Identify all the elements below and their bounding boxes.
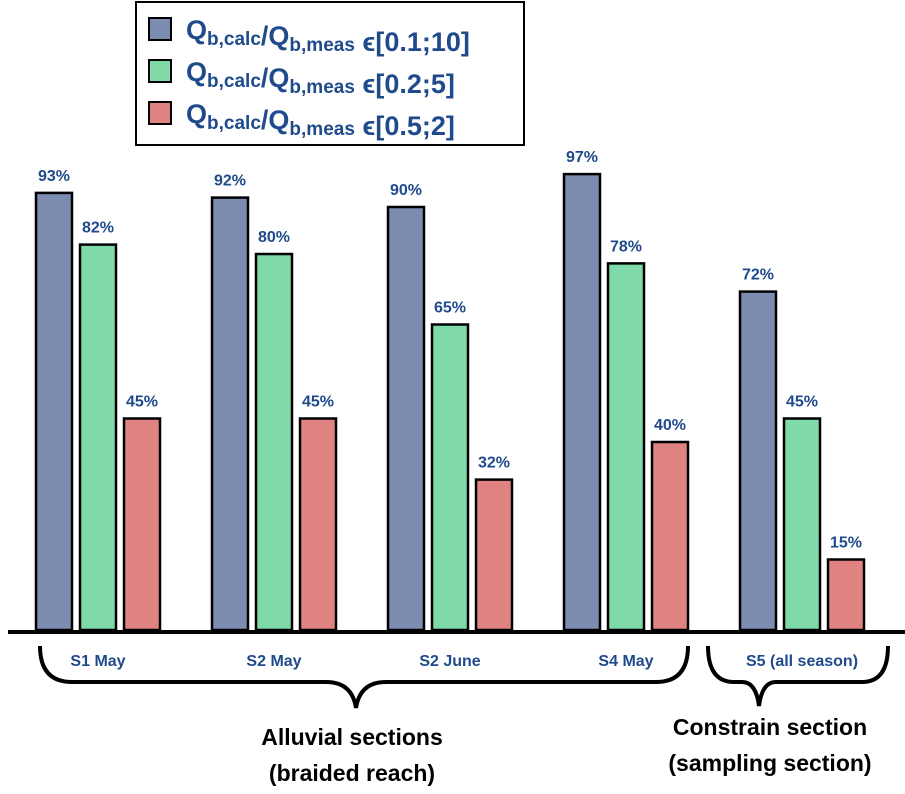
legend-label: Qb,calc/Qb,meas ϵ[0.2;5] — [186, 57, 455, 99]
value-label: 45% — [126, 394, 158, 411]
group-label: (braided reach) — [269, 760, 435, 786]
value-label: 45% — [302, 394, 334, 411]
x-tick-label: S1 May — [70, 653, 125, 670]
value-label: 72% — [742, 267, 774, 284]
group-label: Alluvial sections — [261, 724, 443, 750]
x-tick-label: S2 June — [419, 653, 480, 670]
legend-label: Qb,calc/Qb,meas ϵ[0.5;2] — [186, 99, 455, 141]
group-label: (sampling section) — [668, 750, 871, 776]
bar — [826, 558, 866, 632]
value-label: 65% — [434, 300, 466, 317]
value-label: 80% — [258, 229, 290, 246]
value-label: 32% — [478, 455, 510, 472]
x-tick-label: S4 May — [598, 653, 653, 670]
bar — [430, 323, 470, 632]
legend-label: Qb,calc/Qb,meas ϵ[0.1;10] — [186, 15, 470, 57]
bar — [782, 417, 822, 632]
bar — [78, 243, 118, 632]
legend-swatch — [148, 59, 172, 83]
bar — [122, 417, 162, 632]
legend-swatch — [148, 17, 172, 41]
value-label: 45% — [786, 394, 818, 411]
bar — [606, 262, 646, 632]
value-label: 90% — [390, 182, 422, 199]
bar — [474, 478, 514, 632]
value-label: 92% — [214, 173, 246, 190]
bar — [298, 417, 338, 632]
value-label: 40% — [654, 417, 686, 434]
brace — [38, 645, 690, 709]
bar — [34, 191, 74, 632]
x-tick-label: S2 May — [246, 653, 301, 670]
bar — [650, 440, 690, 632]
bar — [210, 196, 250, 632]
bar — [738, 290, 778, 632]
bar — [386, 205, 426, 632]
value-label: 82% — [82, 220, 114, 237]
legend-box — [135, 1, 525, 146]
value-label: 97% — [566, 149, 598, 166]
value-label: 78% — [610, 238, 642, 255]
value-label: 15% — [830, 535, 862, 552]
bar — [562, 172, 602, 632]
group-label: Constrain section — [673, 714, 867, 740]
brace — [706, 645, 890, 707]
value-label: 93% — [38, 168, 70, 185]
x-tick-label: S5 (all season) — [746, 653, 858, 670]
bar — [254, 252, 294, 632]
legend-swatch — [148, 101, 172, 125]
